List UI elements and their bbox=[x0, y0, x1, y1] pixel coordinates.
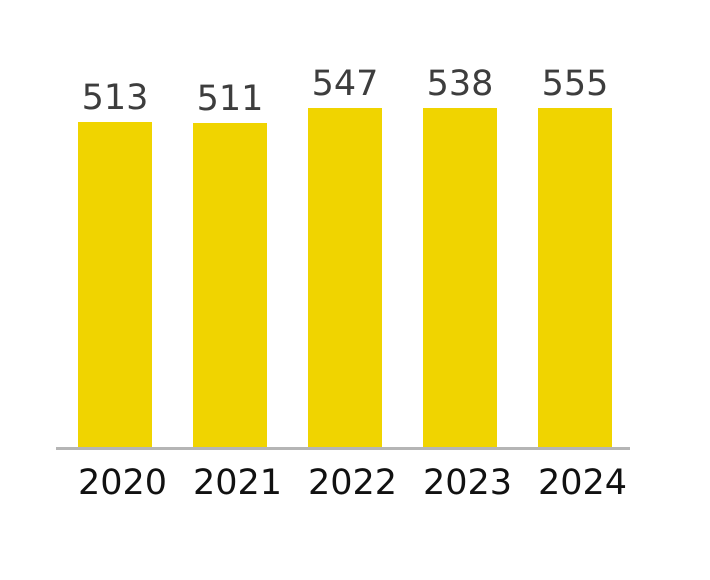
bar-2023 bbox=[423, 108, 497, 447]
bar-value-label: 547 bbox=[311, 64, 379, 104]
bar-value-label: 555 bbox=[541, 64, 609, 104]
bar-2024 bbox=[538, 108, 612, 447]
x-axis-line bbox=[56, 447, 630, 450]
x-axis-label-2020: 2020 bbox=[78, 463, 168, 503]
bar-value-label: 538 bbox=[426, 64, 494, 104]
x-axis-label-2022: 2022 bbox=[308, 463, 398, 503]
bar-value-label: 511 bbox=[196, 79, 264, 120]
x-axis-labels: 2020 2021 2022 2023 2024 bbox=[78, 462, 628, 506]
bar-2021 bbox=[193, 123, 267, 447]
plot-area: 513 511 547 538 555 bbox=[78, 67, 612, 447]
x-axis-label-2021: 2021 bbox=[193, 463, 283, 503]
bar-group-2024: 555 bbox=[538, 67, 612, 447]
bar-group-2020: 513 bbox=[78, 67, 152, 447]
bar-group-2022: 547 bbox=[308, 67, 382, 447]
bar-group-2023: 538 bbox=[423, 67, 497, 447]
x-axis-label-2023: 2023 bbox=[423, 463, 513, 503]
bar-value-label: 513 bbox=[81, 78, 149, 119]
bar-group-2021: 511 bbox=[193, 67, 267, 447]
x-axis-label-2024: 2024 bbox=[538, 463, 628, 503]
bar-2020 bbox=[78, 122, 152, 447]
bar-2022 bbox=[308, 108, 382, 447]
